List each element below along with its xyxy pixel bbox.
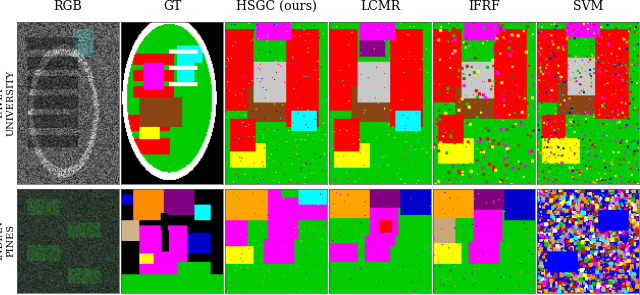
Text: LCMR: LCMR (360, 0, 400, 13)
Text: GT: GT (163, 0, 181, 13)
Text: SVM: SVM (573, 0, 603, 13)
Text: IFRF: IFRF (468, 0, 500, 13)
Text: INDIAN
PINES: INDIAN PINES (0, 220, 15, 260)
Text: RGB: RGB (54, 0, 83, 13)
Text: PAVIA
UNIVERSITY: PAVIA UNIVERSITY (0, 69, 15, 136)
Text: HSGC (ours): HSGC (ours) (236, 0, 316, 13)
